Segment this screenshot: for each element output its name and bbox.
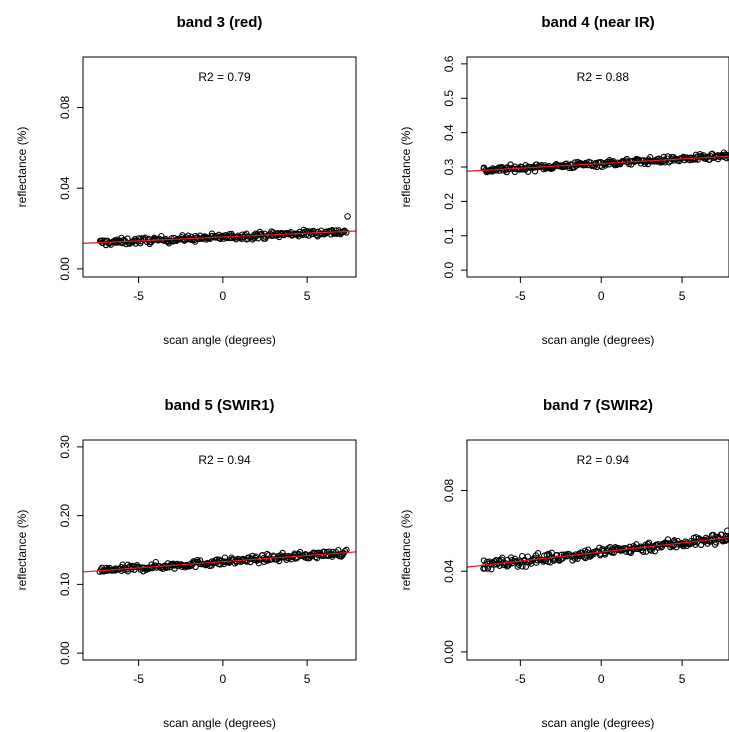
x-tick-label: -5: [515, 672, 526, 686]
y-tick-label: 0.08: [58, 95, 72, 119]
plot-frame: [82, 56, 357, 278]
data-point: [725, 154, 729, 161]
x-axis-label: scan angle (degrees): [163, 716, 276, 730]
data-point: [531, 168, 539, 175]
data-point: [313, 555, 321, 562]
x-axis-label: scan angle (degrees): [542, 716, 655, 730]
data-point: [534, 550, 542, 557]
y-axis-label: reflectance (%): [399, 127, 413, 208]
panel-4: band 7 (SWIR2) -5 0 5 0.00 0.04 0.08 scan angle…: [399, 397, 729, 730]
chart-title: band 3 (red): [177, 14, 263, 31]
fit-line: [466, 155, 729, 172]
chart-title: band 5 (SWIR1): [164, 397, 274, 414]
data-point: [343, 229, 350, 236]
x-tick-label: 0: [598, 672, 605, 686]
x-tick-label: 5: [304, 289, 311, 303]
y-axis-label: reflectance (%): [15, 127, 29, 208]
data-point: [481, 565, 488, 572]
x-axis-label: scan angle (degrees): [163, 333, 276, 347]
x-tick-label: 0: [220, 289, 227, 303]
r2-annotation: R2 = 0.94: [198, 453, 251, 467]
y-tick-label: 0.1: [442, 227, 456, 244]
x-axis-label: scan angle (degrees): [542, 333, 655, 347]
panel-2: band 4 (near IR) -5 0 5 0.0 0.1 0.2 0.3 0.4 0.5 0.…: [399, 14, 729, 347]
fit-line: [82, 230, 357, 245]
data-point: [488, 566, 495, 573]
y-tick-label: 0.00: [58, 257, 72, 281]
data-point: [180, 562, 187, 569]
y-axis-label: reflectance (%): [15, 510, 29, 591]
outlier-point: [344, 213, 351, 220]
y-tick-label: 0.04: [442, 559, 456, 583]
y-tick-label: 0.2: [442, 193, 456, 210]
data-point: [263, 550, 271, 558]
data-point: [519, 563, 526, 570]
r2-annotation: R2 = 0.79: [198, 70, 251, 84]
chart-title: band 4 (near IR): [541, 14, 654, 31]
fit-line: [82, 551, 357, 573]
x-tick-label: 5: [679, 672, 686, 686]
data-point: [558, 551, 565, 558]
y-tick-label: 0.5: [442, 90, 456, 107]
outlier-point: [724, 527, 729, 535]
data-point: [183, 236, 191, 243]
y-tick-label: 0.0: [442, 261, 456, 278]
scatter-points: [480, 149, 729, 176]
y-tick-label: 0.10: [58, 572, 72, 596]
x-tick-label: -5: [515, 289, 526, 303]
x-tick-label: 0: [220, 672, 227, 686]
y-tick-label: 0.3: [442, 158, 456, 175]
scatter-points: [96, 546, 350, 575]
y-tick-label: 0.4: [442, 124, 456, 141]
data-point: [645, 539, 653, 546]
plot-frame: [466, 439, 729, 661]
x-tick-label: 5: [679, 289, 686, 303]
panel-1: band 3 (red) -5 0 5 0.00 0.04 0.08 scan angle (…: [15, 14, 357, 347]
r2-annotation: R2 = 0.88: [577, 70, 630, 84]
y-tick-label: 0.00: [58, 641, 72, 665]
x-tick-label: 5: [304, 672, 311, 686]
fit-line: [466, 537, 729, 568]
data-point: [519, 166, 526, 173]
data-point: [121, 566, 128, 574]
panel-3: band 5 (SWIR1) -5 0 5 0.00 0.10 0.20 0.30 scan a…: [15, 397, 357, 730]
y-tick-label: 0.08: [442, 478, 456, 502]
plot-frame: [82, 439, 357, 661]
y-tick-label: 0.30: [58, 435, 72, 459]
scatter-points: [96, 213, 351, 249]
data-point: [341, 547, 349, 555]
data-point: [341, 227, 348, 234]
y-tick-label: 0.04: [58, 176, 72, 200]
x-tick-label: -5: [133, 672, 144, 686]
scatter-points: [480, 527, 729, 573]
data-point: [698, 541, 705, 549]
data-point: [726, 534, 729, 541]
y-tick-label: 0.6: [442, 55, 456, 72]
x-tick-label: 0: [598, 289, 605, 303]
y-tick-label: 0.00: [442, 640, 456, 664]
y-axis-label: reflectance (%): [399, 510, 413, 591]
x-tick-label: -5: [133, 289, 144, 303]
y-tick-label: 0.20: [58, 504, 72, 528]
chart-title: band 7 (SWIR2): [543, 397, 653, 414]
data-point: [584, 546, 592, 553]
r2-annotation: R2 = 0.94: [577, 453, 630, 467]
data-point: [722, 533, 729, 540]
data-point: [174, 560, 181, 568]
